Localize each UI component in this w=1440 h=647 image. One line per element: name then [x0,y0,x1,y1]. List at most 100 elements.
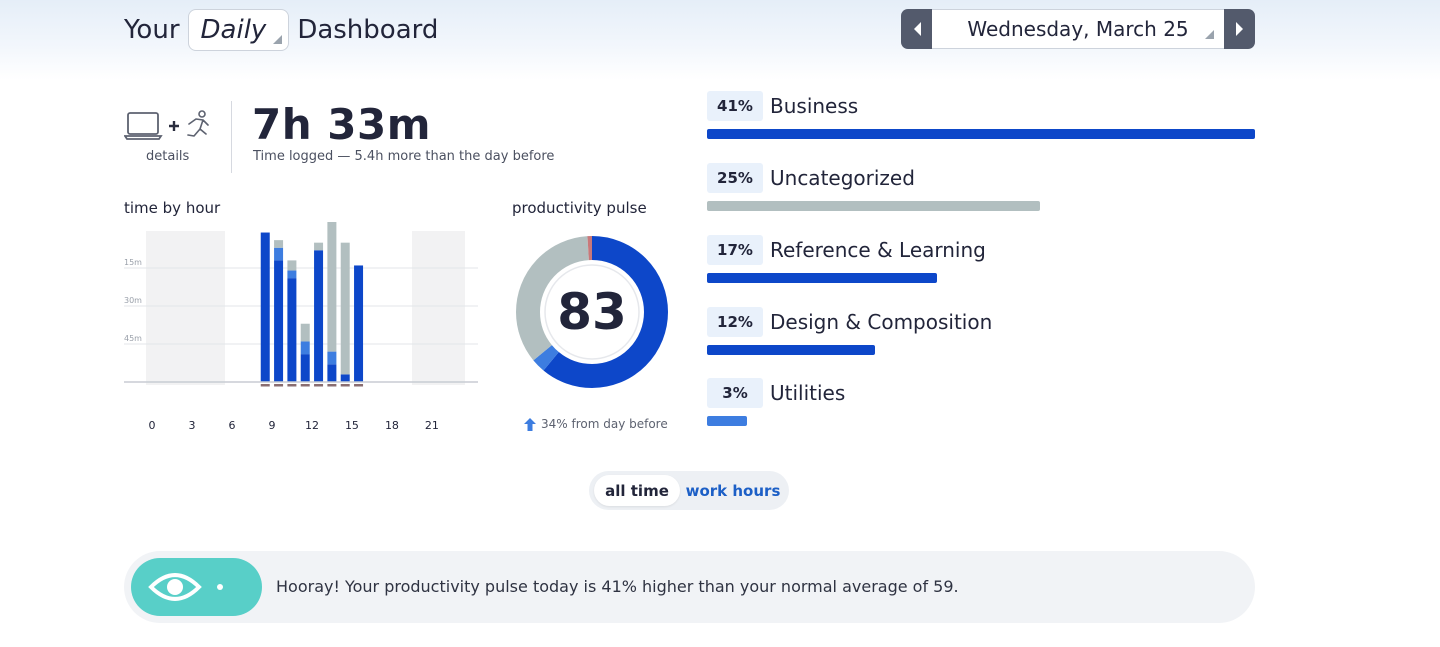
hour-bar-segment [300,354,310,382]
productivity-pulse-donut: 83 [512,232,672,392]
category-header: 17% Reference & Learning [707,235,1255,265]
category-percent: 41% [707,91,763,121]
time-logged-note: Time logged — 5.4h more than the day bef… [253,149,555,164]
category-header: 25% Uncategorized [707,163,1255,193]
x-tick-label: 21 [425,419,439,432]
hour-bar-marker [300,384,310,387]
hour-bar-marker [314,384,324,387]
category-percent: 12% [707,307,763,337]
hour-bar-segment [287,270,297,279]
night-shading [412,231,465,385]
pulse-segment [516,236,668,388]
date-label: Wednesday, March 25 [967,17,1189,41]
time-range-toggle: all time work hours [589,471,789,510]
category-bar [707,345,875,355]
time-by-hour-chart: 45m 30m 15m 0 3 6 9 12 15 18 21 [124,222,478,432]
category-percent: 17% [707,235,763,265]
hour-bar-segment [340,242,350,375]
all-time-option[interactable]: all time [594,475,680,506]
title-prefix: Your [124,15,180,45]
period-select[interactable]: Daily [187,9,290,51]
category-bar [707,129,1255,139]
hour-bar-segment [274,247,284,261]
hour-bar-marker [327,384,337,387]
category-name: Design & Composition [770,310,993,334]
y-tick-label: 30m [124,296,142,305]
x-tick-label: 3 [188,419,195,432]
x-tick-label: 15 [345,419,359,432]
pulse-change-text: 34% from day before [541,417,668,431]
previous-day-button[interactable] [901,9,932,49]
work-hours-option[interactable]: work hours [685,481,781,500]
dropdown-corner-icon [273,35,283,44]
period-select-value: Daily [200,15,267,45]
summary-divider [231,101,232,173]
category-row[interactable]: 3% Utilities [707,378,1255,438]
category-header: 3% Utilities [707,378,1255,408]
category-row[interactable]: 41% Business [707,91,1255,151]
category-bar [707,273,937,283]
category-name: Uncategorized [770,166,915,190]
category-bar [707,416,747,426]
category-bar [707,201,1041,211]
dropdown-corner-icon [1205,30,1214,39]
hour-bar-segment [327,351,337,365]
x-tick-label: 18 [385,419,399,432]
x-tick-label: 0 [149,419,156,432]
category-name: Reference & Learning [770,238,986,262]
category-row[interactable]: 17% Reference & Learning [707,235,1255,295]
arrow-right-icon [1235,22,1243,36]
pulse-ring [516,236,668,388]
time-by-hour-title: time by hour [124,199,221,217]
hour-bar-segment [327,364,337,382]
next-day-button[interactable] [1224,9,1255,49]
insight-text: Hooray! Your productivity pulse today is… [276,577,959,596]
category-row[interactable]: 25% Uncategorized [707,163,1255,223]
category-header: 12% Design & Composition [707,307,1255,337]
hour-bar-segment [314,250,324,382]
hour-bar-segment [274,240,284,248]
hour-bar-segment [287,260,297,271]
page-title: Your Daily Dashboard [124,8,438,52]
category-name: Business [770,94,859,118]
pulse-segment [516,236,668,388]
arrow-left-icon [913,22,921,36]
hour-bar-segment [287,278,297,382]
hour-bar-marker [260,384,270,387]
x-tick-label: 9 [268,419,275,432]
details-label: details [146,149,190,164]
pulse-change: 34% from day before [523,417,668,431]
y-tick-label: 15m [124,258,142,267]
hour-bar-marker [340,384,350,387]
hour-bar-segment [340,374,350,382]
x-tick-label: 12 [305,419,319,432]
hour-bar-marker [354,384,364,387]
night-shading [146,231,225,385]
hour-bar-segment [327,222,337,352]
date-select[interactable]: Wednesday, March 25 [932,9,1224,49]
category-row[interactable]: 12% Design & Composition [707,307,1255,367]
arrow-up-icon [524,417,536,431]
category-percent: 3% [707,378,763,408]
pulse-score: 83 [557,283,627,341]
hour-bar-segment [300,341,310,355]
hour-bar-segment [274,260,284,382]
total-time-value: 7h 33m [252,100,431,149]
date-navigator: Wednesday, March 25 [901,9,1255,49]
hour-bar-segment [260,232,270,382]
productivity-pulse-title: productivity pulse [512,199,647,217]
hour-bar-segment [354,265,364,382]
insight-icon-pill[interactable] [131,558,262,616]
hour-bar-marker [274,384,284,387]
category-name: Utilities [770,381,846,405]
details-link[interactable]: details [123,108,210,168]
y-tick-label: 45m [124,334,142,343]
pulse-center [544,264,640,360]
title-suffix: Dashboard [297,15,439,45]
category-percent: 25% [707,163,763,193]
x-tick-label: 6 [228,419,235,432]
category-header: 41% Business [707,91,1255,121]
laptop-plus-running-icon [123,110,209,140]
hour-bar-segment [300,323,310,342]
eye-icon [148,573,223,601]
